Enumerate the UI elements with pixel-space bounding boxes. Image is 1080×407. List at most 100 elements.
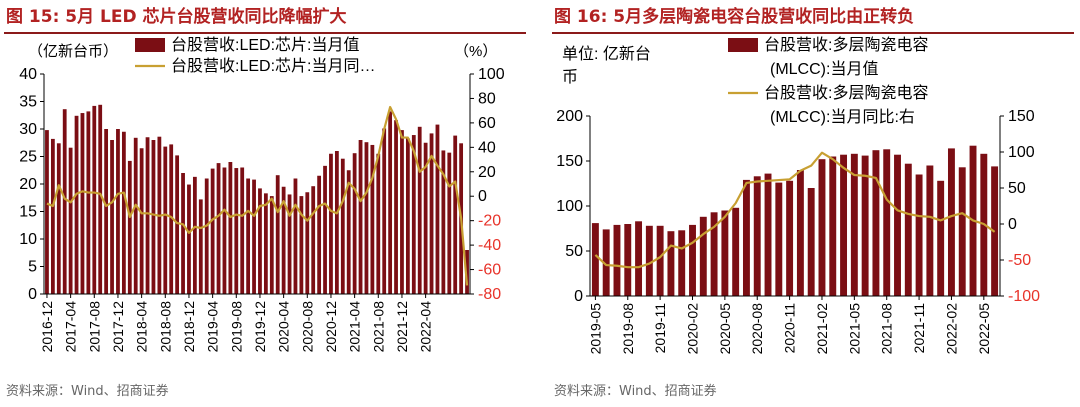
bar	[732, 207, 740, 296]
bar	[591, 223, 599, 296]
bar	[699, 216, 707, 296]
y2-tick-label: 100	[478, 66, 505, 83]
bar	[228, 162, 233, 294]
legend-swatch-bar	[728, 38, 758, 52]
bar	[850, 153, 858, 296]
y2-tick-label: -20	[478, 213, 501, 230]
bar	[937, 180, 945, 296]
x-tick-label: 2019-05	[587, 303, 603, 355]
x-tick-label: 2017-12	[110, 301, 126, 353]
bar	[370, 144, 375, 294]
bar	[163, 146, 168, 294]
bar	[86, 111, 91, 295]
bar	[926, 165, 934, 296]
bar	[145, 137, 150, 294]
bar	[234, 168, 239, 294]
x-tick-label: 2019-04	[205, 301, 221, 353]
bar	[411, 135, 416, 294]
bar	[656, 225, 664, 296]
y2-tick-label: -40	[478, 237, 501, 254]
bar	[861, 155, 869, 296]
y-tick-label: 150	[556, 153, 583, 170]
y2-tick-label: 40	[478, 139, 496, 156]
series-line	[594, 151, 996, 269]
bar	[62, 109, 67, 294]
bar	[45, 130, 49, 294]
x-tick-label: 2016-12	[39, 301, 55, 353]
y2-tick-label: 0	[1008, 216, 1017, 233]
bar	[299, 196, 304, 294]
bar	[721, 210, 729, 296]
bar	[394, 120, 398, 294]
bar	[169, 144, 174, 294]
bar	[263, 193, 268, 294]
chart-title: 图 16: 5月多层陶瓷电容台股营收同比由正转负	[554, 7, 915, 27]
bar	[667, 231, 675, 296]
bar	[894, 154, 901, 296]
bar	[110, 140, 114, 294]
legend-label-line: 台股营收:LED:芯片:当月同…	[171, 57, 375, 75]
y2-tick-label: 50	[1008, 180, 1026, 197]
x-tick-label: 2019-08	[620, 303, 636, 355]
series-line	[46, 105, 469, 286]
bar	[388, 111, 393, 295]
x-tick-label: 2020-08	[749, 303, 765, 355]
bar	[74, 115, 79, 294]
chart-panel-mlcc: 图 16: 5月多层陶瓷电容台股营收同比由正转负 单位: 亿新台币 0 50 100 1…	[548, 0, 1080, 407]
x-tick-label: 2021-02	[814, 303, 830, 355]
bar	[358, 140, 363, 294]
y-tick-label: 30	[19, 121, 37, 138]
unit-left-label: 币	[562, 68, 578, 86]
bar	[346, 170, 351, 294]
y-tick-label: 200	[556, 108, 583, 125]
bar	[417, 126, 422, 294]
y2-tick-label: 80	[478, 90, 496, 107]
title-rule	[552, 32, 1074, 34]
y-tick-label: 15	[19, 204, 37, 221]
bar	[958, 167, 966, 296]
legend-label-bar: 台股营收:多层陶瓷电容	[764, 36, 928, 54]
x-tick-label: 2017-04	[63, 301, 79, 353]
y2-tick-label: 0	[478, 188, 487, 205]
bar	[287, 194, 292, 294]
x-tick-label: 2022-05	[976, 303, 992, 355]
bar	[947, 148, 955, 296]
x-tick-label: 2019-12	[252, 301, 268, 353]
bar	[216, 163, 221, 294]
y2-tick-label: 150	[1008, 108, 1035, 125]
bar	[281, 186, 286, 294]
x-tick-label: 2020-11	[782, 303, 798, 354]
chart-title: 图 15: 5月 LED 芯片台股营收同比降幅扩大	[6, 7, 347, 27]
bar	[883, 149, 891, 296]
bar	[311, 186, 316, 294]
y2-tick-label: -100	[1008, 288, 1040, 305]
bar	[376, 153, 381, 294]
y-tick-label: 10	[19, 231, 37, 248]
bar	[710, 212, 718, 296]
source-note: 资料来源：Wind、招商证券	[6, 384, 169, 399]
bar	[786, 180, 794, 296]
bar	[198, 199, 203, 294]
bar	[818, 159, 826, 296]
bar	[840, 154, 848, 296]
bar	[258, 188, 262, 294]
bar	[293, 178, 298, 294]
x-tick-label: 2022-02	[943, 303, 959, 355]
bar	[435, 124, 440, 294]
bar	[151, 140, 156, 294]
x-tick-label: 2020-05	[717, 303, 733, 355]
legend-label-line: 台股营收:多层陶瓷电容	[764, 84, 928, 102]
bar	[382, 128, 387, 294]
bar	[872, 150, 880, 296]
bar	[807, 188, 815, 296]
bar	[405, 138, 410, 294]
y2-tick-label: -60	[478, 262, 501, 279]
y-tick-label: 25	[19, 149, 37, 166]
bar	[187, 184, 191, 294]
bar	[269, 196, 274, 294]
bar	[613, 224, 621, 296]
bar	[204, 178, 209, 294]
unit-left-label: 单位: 亿新台	[562, 45, 651, 63]
bar	[796, 170, 804, 296]
bar	[317, 175, 322, 294]
